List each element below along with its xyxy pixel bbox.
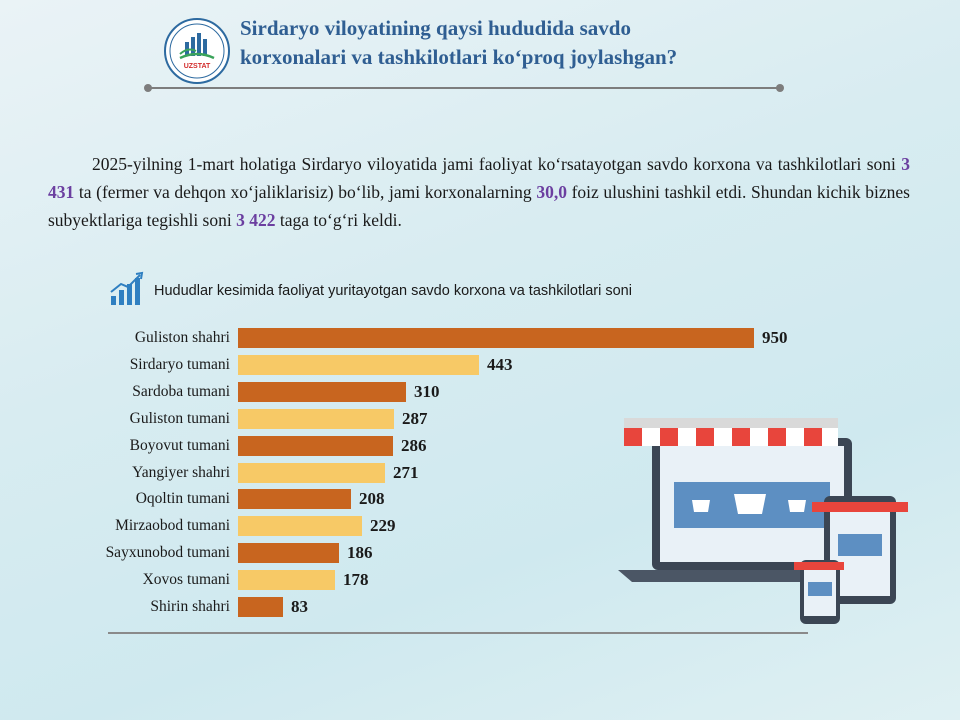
page-title: Sirdaryo viloyatining qaysi hududida sav…: [240, 14, 840, 72]
intro-part-2: ta (fermer va dehqon xo‘jaliklarisiz) bo…: [74, 182, 537, 202]
title-line-2: korxonalari va tashkilotlari ko‘proq joy…: [240, 45, 678, 69]
value-label: 443: [487, 354, 513, 374]
title-line-1: Sirdaryo viloyatining qaysi hududida sav…: [240, 16, 631, 40]
value-label: 950: [762, 328, 788, 347]
value-label: 286: [401, 435, 427, 455]
category-label: Guliston shahri: [134, 329, 230, 346]
category-label: Yangiyer shahri: [132, 463, 230, 481]
intro-part-1: 2025-yilning 1-mart holatiga Sirdaryo vi…: [92, 154, 902, 174]
intro-small-business-count: 3 422: [236, 210, 276, 230]
category-label: Oqoltin tumani: [135, 490, 230, 508]
category-label: Sardoba tumani: [132, 382, 230, 400]
divider-dot-left: [144, 84, 152, 92]
category-label: Shirin shahri: [150, 598, 230, 615]
value-label: 186: [347, 543, 373, 563]
intro-total-count: 3 431: [48, 154, 910, 202]
category-label: Mirzaobod tumani: [115, 517, 230, 535]
bar: [238, 543, 339, 564]
intro-part-4: taga to‘g‘ri keldi.: [275, 210, 402, 230]
chart-bottom-divider: [108, 632, 808, 634]
value-label: 83: [291, 597, 308, 616]
bar: [238, 462, 385, 483]
title-divider: [144, 84, 784, 92]
category-label: Guliston tumani: [129, 409, 230, 427]
online-shop-illustration: [618, 418, 908, 624]
bar: [238, 328, 754, 348]
intro-share-percent: 30,0: [536, 182, 567, 202]
bar: [238, 435, 393, 456]
logo-text: UZSTAT: [184, 63, 211, 70]
bar: [238, 516, 362, 537]
category-label: Sirdaryo tumani: [129, 355, 230, 373]
divider-dot-right: [776, 84, 784, 92]
bar: [238, 354, 479, 375]
bar: [238, 381, 406, 402]
category-label: Sayxunobod tumani: [105, 544, 230, 562]
category-label: Xovos tumani: [142, 571, 230, 589]
intro-part-3: foiz ulushini tashkil etdi. Shundan kich…: [48, 182, 910, 230]
intro-paragraph: 2025-yilning 1-mart holatiga Sirdaryo vi…: [48, 150, 910, 234]
value-label: 229: [370, 516, 396, 536]
bar: [238, 597, 283, 617]
uzstat-logo: UZSTAT: [164, 18, 230, 84]
bar: [238, 489, 351, 510]
bar: [238, 408, 394, 429]
value-label: 178: [343, 570, 369, 590]
bar-chart-icon: [110, 271, 144, 305]
chart-title: Hududlar kesimida faoliyat yuritayotgan …: [154, 283, 632, 299]
value-label: 310: [414, 381, 440, 401]
value-label: 208: [359, 489, 385, 509]
category-label: Boyovut tumani: [129, 436, 230, 454]
value-label: 271: [393, 462, 419, 482]
value-label: 287: [402, 408, 428, 428]
bar: [238, 570, 335, 591]
